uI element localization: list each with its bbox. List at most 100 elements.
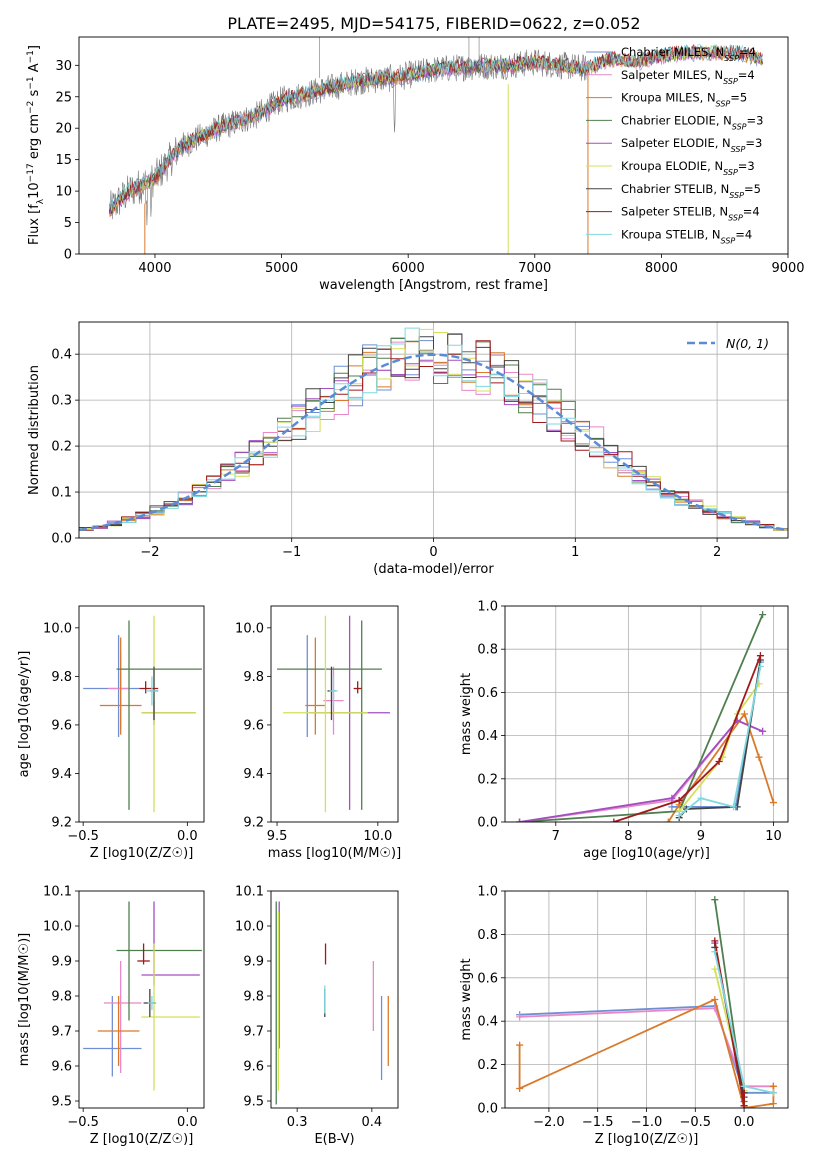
x-tick-label: 5000	[265, 261, 298, 276]
x-axis-label: wavelength [Angstrom, rest frame]	[319, 278, 548, 293]
legend-subscript: SSP	[732, 122, 747, 131]
x-axis-label: Z [log10(Z/Z☉)]	[595, 1132, 699, 1147]
y-tick-label: 20	[55, 122, 72, 137]
legend-count: =3	[738, 159, 755, 173]
x-axis-label: E(B-V)	[314, 1132, 354, 1147]
axes-frame	[504, 605, 789, 823]
y-axis-label: mass [log10(M/M☉)]	[17, 933, 32, 1066]
legend-entry: Kroupa ELODIE, NSSP=3	[621, 159, 755, 177]
weight-marker-kroupa_miles	[711, 996, 719, 1003]
weight-line-kroupa_stelib	[678, 666, 762, 817]
weight-marker-salpeter_stelib	[715, 758, 723, 766]
ticks: −0.5 0.0 9.5 9.6 9.7 9.8 9.9 10.0 10.1	[43, 885, 198, 1131]
axes-frame	[78, 890, 205, 1109]
y-tick-label: 9.2	[243, 816, 264, 831]
y-tick-label: 9.4	[51, 767, 72, 782]
x-tick-label: −2	[140, 545, 159, 560]
y-tick-label: 9.6	[243, 1060, 264, 1075]
legend-count: =4	[738, 68, 755, 82]
y-tick-label: 0.2	[477, 772, 498, 787]
weight-marker-kroupa_miles	[740, 710, 748, 718]
legend-subscript: SSP	[724, 54, 739, 63]
x-tick-label: −1	[282, 545, 301, 560]
x-axis-label: mass [log10(M/M☉)]	[268, 846, 401, 861]
plot-area	[505, 891, 788, 1108]
weight-marker-kroupa_miles	[516, 1041, 524, 1049]
x-tick-label: 2	[713, 545, 721, 560]
y-label-part: −17	[26, 163, 36, 182]
weight-marker-chabrier_elodie	[711, 896, 719, 904]
x-tick-label: −1.0	[631, 1115, 663, 1130]
legend-subscript: SSP	[728, 213, 743, 222]
weight-marker-kroupa_elodie	[711, 965, 719, 973]
mass-vs-extinction-panel: 0.3 0.4 9.5 9.6 9.7 9.8 9.9 10.0 10.1 E(B-V)	[235, 885, 399, 1147]
x-tick-label: 0	[429, 545, 437, 560]
x-tick-label: 9	[697, 829, 705, 844]
y-tick-label: 25	[55, 90, 72, 105]
y-tick-label: 9.4	[243, 767, 264, 782]
y-label-part: s	[27, 89, 42, 100]
x-tick-label: 8000	[645, 261, 678, 276]
axes-frame	[78, 321, 789, 539]
weight-marker-salpeter_elodie	[516, 818, 524, 822]
weight-vs-age-panel: 7 8 9 10 0.0 0.2 0.4 0.6 0.8 1.0 age [log10(age/yr…	[459, 600, 789, 861]
axes-frame	[78, 36, 789, 255]
x-tick-label: 9.5	[267, 829, 288, 844]
y-tick-label: 5	[64, 216, 72, 231]
y-tick-label: 9.5	[51, 1095, 72, 1110]
legend-subscript: SSP	[731, 145, 746, 154]
x-axis-label: age [log10(age/yr)]	[583, 846, 710, 861]
weight-marker-salpeter_miles	[516, 1013, 524, 1021]
x-tick-label: 6000	[392, 261, 425, 276]
y-label-part: A	[27, 63, 42, 76]
x-tick-label: 10.0	[363, 829, 392, 844]
ticks: −2 −1 0 1 2 0.0 0.1 0.2 0.3 0.4	[51, 348, 721, 560]
weight-marker-salpeter_stelib	[711, 937, 719, 945]
weight-marker-kroupa_stelib	[740, 1082, 748, 1090]
legend-subscript: SSP	[729, 190, 744, 199]
plot-area	[83, 615, 202, 813]
legend-entry: Chabrier ELODIE, NSSP=3	[621, 113, 763, 130]
plot-area	[79, 322, 788, 538]
plot-area	[275, 901, 389, 1105]
y-axis-label: mass weight	[459, 673, 474, 755]
legend-count: =5	[744, 182, 761, 196]
mass-vs-metallicity-panel: −0.5 0.0 9.5 9.6 9.7 9.8 9.9 10.0 10.1 Z [log10(Z…	[17, 885, 205, 1147]
y-tick-label: 1.0	[477, 885, 498, 900]
x-tick-label: 8	[624, 829, 632, 844]
y-axis-label: Normed distribution	[27, 365, 42, 495]
weight-line-salpeter_miles	[519, 1007, 774, 1088]
weight-marker-salpeter_stelib	[756, 652, 764, 660]
y-tick-label: 9.6	[243, 718, 264, 733]
legend: Chabrier MILES, NSSP=4 Salpeter MILES, NS…	[586, 45, 763, 245]
plot-area	[277, 615, 390, 813]
legend-subscript: SSP	[721, 236, 736, 245]
model-spectrum-kroupa_elodie	[109, 44, 763, 212]
y-axis-label: Flux [fλ10−17 erg cm−2 s−1 A−1]	[26, 45, 46, 245]
axes-frame	[78, 605, 205, 823]
x-tick-label: −2.0	[533, 1115, 565, 1130]
y-tick-label: 10.1	[43, 885, 72, 900]
ticks: 4000 5000 6000 7000 8000 9000 0 5 10 15 20 25 30	[55, 59, 804, 276]
legend-subscript: SSP	[723, 76, 738, 85]
x-tick-label: 0.3	[287, 1115, 308, 1130]
age-vs-metallicity-panel: −0.5 0.0 9.2 9.4 9.6 9.8 10.0 Z [log10(Z/Z☉)] ag…	[17, 605, 205, 861]
legend-entry: Salpeter ELODIE, NSSP=3	[621, 136, 762, 154]
weight-marker-kroupa_miles	[516, 1084, 524, 1092]
y-tick-label: 0.0	[477, 1102, 498, 1117]
y-label-part: −1	[26, 76, 36, 89]
y-tick-label: 15	[55, 153, 72, 168]
y-tick-label: 0.6	[477, 971, 498, 986]
y-label-part: −1	[26, 50, 36, 63]
plot-area	[109, 37, 764, 254]
y-label-part: −2	[26, 101, 36, 114]
plot-area	[83, 901, 202, 1091]
weight-marker-chabrier_miles	[668, 803, 676, 811]
y-tick-label: 9.9	[243, 955, 264, 970]
y-tick-label: 0	[64, 248, 72, 263]
y-label-part: erg cm	[27, 114, 42, 163]
legend-count: =4	[735, 227, 752, 241]
x-tick-label: 0.0	[734, 1115, 755, 1130]
legend-count: =5	[730, 91, 747, 105]
